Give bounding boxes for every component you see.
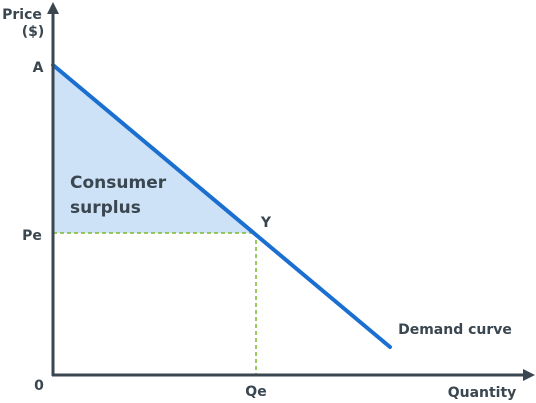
intercept-label: A	[33, 60, 44, 76]
consumer-surplus-label-line2: surplus	[70, 198, 141, 218]
demand-curve-line	[51, 63, 392, 349]
consumer-surplus-label-line1: Consumer	[70, 173, 167, 193]
demand-curve-label: Demand curve	[398, 322, 512, 338]
y-axis-arrow-icon	[47, 2, 59, 14]
y-axis-label: Price	[2, 7, 42, 23]
x-axis-arrow-icon	[523, 369, 535, 381]
equilibrium-point-label: Y	[260, 215, 272, 231]
y-axis-unit-label: ($)	[22, 24, 45, 40]
x-axis-label: Quantity	[448, 385, 517, 401]
price-level-label: Pe	[22, 228, 42, 244]
origin-label: 0	[34, 378, 44, 394]
quantity-level-label: Qe	[245, 384, 266, 400]
